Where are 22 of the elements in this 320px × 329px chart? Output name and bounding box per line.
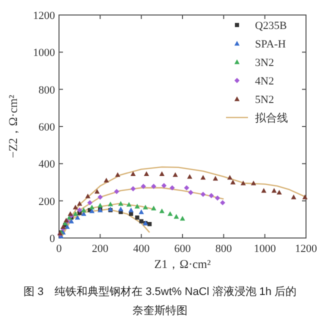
x-tick-label: 1000 xyxy=(254,243,276,255)
x-tick-label: 800 xyxy=(215,243,232,255)
y-tick-label: 400 xyxy=(38,158,56,171)
x-axis-title: Z1，Ω·cm² xyxy=(154,257,212,271)
legend-label: 3N2 xyxy=(255,57,274,69)
x-tick-label: 400 xyxy=(133,243,150,255)
y-tick-label: 800 xyxy=(38,84,56,96)
y-tick-label: 600 xyxy=(38,122,56,134)
legend-label: SPA-H xyxy=(255,38,286,50)
y-axis-title: −Z2，Ω·cm² xyxy=(6,94,20,158)
text: 图 3 纯铁和典型钢材在 3.5wt% NaCl 溶液浸泡 1h 后的奈奎斯特图 xyxy=(22,284,298,319)
y-tick-label: 200 xyxy=(38,196,56,208)
y-tick-label: 1000 xyxy=(33,47,56,60)
x-tick-label: 1200 xyxy=(295,243,318,255)
y-tick-label: 1200 xyxy=(33,10,56,22)
x-tick-label: 600 xyxy=(174,243,192,255)
x-tick-label: 200 xyxy=(92,243,109,255)
y-tick-label: 0 xyxy=(50,233,56,245)
legend-label: 拟合线 xyxy=(255,112,288,124)
legend-label: Q235B xyxy=(255,20,287,32)
legend-label: 5N2 xyxy=(255,94,274,106)
legend-label: 4N2 xyxy=(255,76,274,88)
